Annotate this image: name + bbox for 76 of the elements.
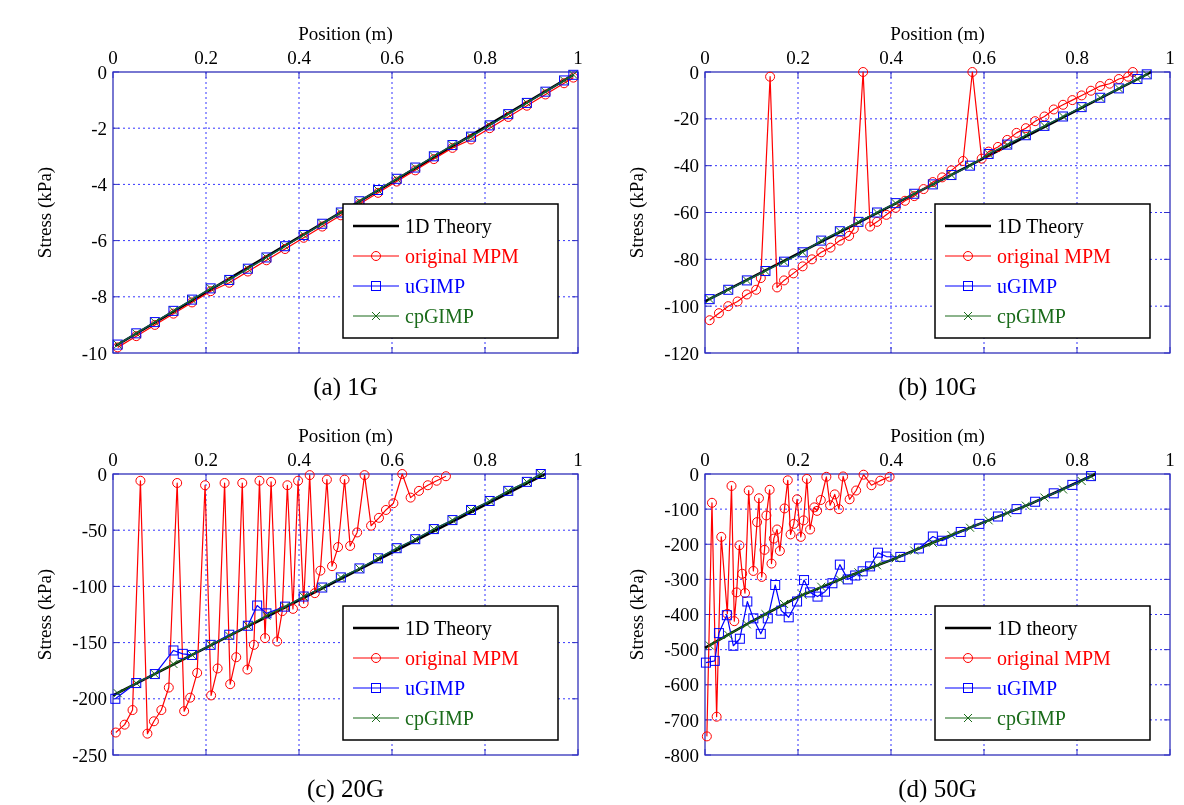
y-axis-title: Stress (kPa) <box>626 166 648 259</box>
y-tick-label: 0 <box>689 463 699 485</box>
y-tick-label: -500 <box>664 639 699 661</box>
legend-label: cpGIMP <box>405 707 474 730</box>
legend-label: original MPM <box>405 647 520 670</box>
text: (b) 10G <box>898 373 977 401</box>
y-axis-title: Stress (kPa) <box>34 568 56 661</box>
legend-label: cpGIMP <box>997 305 1066 328</box>
y-tick-label: -50 <box>81 519 107 541</box>
y-tick-label: -60 <box>673 202 699 224</box>
x-tick-label: 0.2 <box>194 47 218 68</box>
x-tick-label: 0.8 <box>1065 449 1089 470</box>
y-axis-title: Stress (kPa) <box>34 166 56 259</box>
x-tick-label: 0.6 <box>972 47 996 68</box>
x-tick-label: 0.8 <box>473 449 497 470</box>
legend-label: original MPM <box>997 245 1112 268</box>
y-tick-label: -250 <box>72 744 107 766</box>
y-tick-label: -300 <box>664 569 699 591</box>
legend-label: uGIMP <box>405 275 466 297</box>
text: (c) 20G <box>306 775 385 803</box>
y-tick-label: -10 <box>81 342 107 364</box>
x-tick-label: 1 <box>1165 47 1175 68</box>
x-tick-label: 0.4 <box>879 47 904 68</box>
x-tick-label: 0.4 <box>879 449 904 470</box>
y-axis-title: Stress (kPa) <box>626 568 648 661</box>
y-tick-label: -6 <box>91 230 107 252</box>
y-tick-label: -8 <box>91 286 107 308</box>
y-tick-label: -800 <box>664 744 699 766</box>
y-tick-label: 0 <box>689 61 699 83</box>
x-tick-label: 0.8 <box>1065 47 1089 68</box>
text: (a) 1G <box>313 373 378 401</box>
y-tick-label: -600 <box>664 674 699 696</box>
legend-label: uGIMP <box>405 677 466 699</box>
x-tick-label: 0.4 <box>287 449 312 470</box>
x-tick-label: 0.6 <box>380 449 404 470</box>
y-tick-label: -120 <box>664 342 699 364</box>
y-tick-label: 0 <box>97 61 107 83</box>
x-axis-title: Position (m) <box>298 23 393 45</box>
legend-label: 1D theory <box>997 617 1078 640</box>
y-tick-label: -400 <box>664 604 699 626</box>
x-tick-label: 1 <box>573 449 583 470</box>
y-tick-label: -100 <box>664 498 699 520</box>
x-axis-title: Position (m) <box>298 425 393 447</box>
y-tick-label: -4 <box>91 174 108 196</box>
y-tick-label: -100 <box>664 295 699 317</box>
x-tick-label: 0.8 <box>473 47 497 68</box>
legend-label: original MPM <box>405 245 520 268</box>
legend-label: uGIMP <box>997 275 1058 297</box>
legend-label: 1D Theory <box>997 215 1084 238</box>
y-tick-label: -80 <box>673 248 699 270</box>
y-tick-label: -20 <box>673 108 699 130</box>
y-tick-label: -150 <box>72 632 107 654</box>
text: (d) 50G <box>898 775 977 803</box>
x-tick-label: 0.4 <box>287 47 312 68</box>
y-tick-label: -40 <box>673 155 699 177</box>
x-tick-label: 0.2 <box>786 47 810 68</box>
x-axis-title: Position (m) <box>890 425 985 447</box>
y-tick-label: -700 <box>664 709 699 731</box>
legend-label: original MPM <box>997 647 1112 670</box>
y-tick-label: -2 <box>91 117 107 139</box>
x-tick-label: 0.2 <box>786 449 810 470</box>
y-tick-label: -100 <box>72 576 107 598</box>
x-tick-label: 0.6 <box>972 449 996 470</box>
x-tick-label: 0.2 <box>194 449 218 470</box>
y-tick-label: -200 <box>664 533 699 555</box>
legend-label: cpGIMP <box>997 707 1066 730</box>
y-tick-label: 0 <box>97 463 107 485</box>
x-axis-title: Position (m) <box>890 23 985 45</box>
x-tick-label: 1 <box>573 47 583 68</box>
y-tick-label: -200 <box>72 688 107 710</box>
legend-label: 1D Theory <box>405 617 492 640</box>
x-tick-label: 1 <box>1165 449 1175 470</box>
legend-label: uGIMP <box>997 677 1058 699</box>
x-tick-label: 0.6 <box>380 47 404 68</box>
legend-label: 1D Theory <box>405 215 492 238</box>
legend-label: cpGIMP <box>405 305 474 328</box>
